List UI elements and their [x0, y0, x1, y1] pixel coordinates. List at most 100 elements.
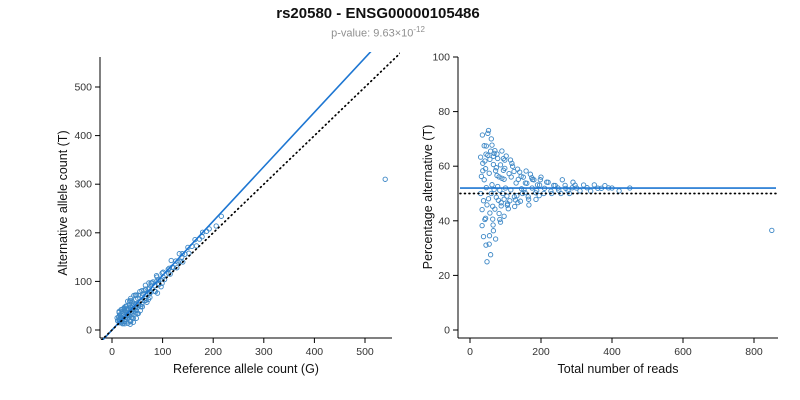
scatter-point [591, 182, 597, 188]
scatter-point [505, 206, 511, 212]
scatter-point [538, 174, 544, 180]
x-tick-label: 300 [255, 346, 273, 358]
scatter-point [480, 168, 486, 174]
scatter-point [508, 174, 514, 180]
scatter-point [533, 196, 539, 203]
scatter-point [501, 176, 507, 182]
scatter-point [507, 157, 514, 163]
scatter-point [481, 177, 487, 183]
scatter-point [485, 130, 491, 137]
y-tick-label: 100 [432, 52, 450, 64]
x-tick-label: 400 [306, 346, 324, 358]
scatter-point [769, 227, 775, 234]
scatter-point [496, 210, 502, 217]
y-tick-label: 500 [74, 82, 92, 94]
scatter-point [526, 202, 532, 208]
scatter-point [500, 155, 507, 162]
y-tick-label: 60 [438, 161, 450, 173]
scatter-point [484, 202, 490, 208]
scatter-point [497, 219, 504, 225]
scatter-point [491, 150, 497, 157]
right-xaxis-label: Total number of reads [557, 362, 679, 376]
scatter-point [498, 203, 504, 209]
scatter-point [536, 192, 542, 199]
scatter-point [493, 165, 499, 171]
scatter-point [128, 319, 134, 325]
scatter-point [127, 321, 133, 327]
scatter-point [520, 174, 526, 180]
scatter-point [487, 156, 493, 163]
scatter-point [509, 160, 515, 167]
scatter-point [489, 142, 495, 148]
scatter-point [499, 148, 505, 154]
scatter-point [503, 153, 509, 159]
scatter-point [133, 315, 139, 321]
identity-line [100, 52, 400, 340]
x-tick-label: 100 [154, 346, 172, 358]
figure-subtitle: p-value: 9.63×10-12 [0, 25, 756, 40]
scatter-point [482, 215, 489, 221]
y-tick-label: 80 [438, 106, 450, 118]
scatter-point [484, 259, 490, 265]
scatter-point [174, 265, 180, 271]
scatter-point [487, 210, 493, 216]
scatter-point [482, 158, 488, 164]
x-tick-label: 400 [603, 346, 621, 358]
x-tick-label: 0 [109, 346, 115, 358]
scatter-point [176, 251, 182, 257]
scatter-point [512, 203, 518, 210]
y-tick-label: 20 [438, 270, 450, 282]
scatter-point [492, 206, 498, 212]
scatter-point [133, 307, 139, 313]
scatter-point [616, 188, 622, 194]
scatter-point [544, 179, 550, 185]
y-tick-label: 100 [74, 276, 92, 288]
x-tick-label: 200 [204, 346, 222, 358]
subtitle-prefix: p-value: [331, 27, 374, 40]
x-tick-label: 800 [745, 346, 763, 358]
scatter-point [559, 177, 565, 183]
scatter-point [490, 153, 497, 159]
y-tick-label: 200 [74, 227, 92, 239]
scatter-point [479, 222, 485, 229]
scatter-point [490, 228, 497, 234]
left-xaxis-label: Reference allele count (G) [173, 362, 319, 376]
scatter-point [483, 242, 489, 248]
scatter-point [478, 173, 485, 180]
subtitle-exponent: -12 [413, 25, 425, 34]
scatter-point [502, 165, 508, 172]
left-yaxis-label: Alternative allele count (T) [56, 130, 70, 276]
x-tick-label: 600 [674, 346, 692, 358]
scatter-point [488, 190, 494, 197]
scatter-point [117, 314, 123, 321]
y-tick-label: 0 [86, 325, 92, 337]
scatter-point [382, 176, 388, 182]
scatter-point [511, 168, 517, 175]
x-tick-label: 200 [532, 346, 550, 358]
scatter-point [165, 266, 171, 272]
y-tick-label: 400 [74, 130, 92, 142]
scatter-point [155, 276, 162, 283]
scatter-point [580, 182, 587, 188]
scatter-point [492, 168, 499, 174]
scatter-point [213, 223, 219, 229]
scatter-point [498, 200, 504, 206]
scatter-point [128, 297, 134, 304]
scatter-point [486, 233, 493, 239]
scatter-point [537, 177, 543, 183]
scatter-point [479, 206, 485, 213]
scatter-point [132, 292, 138, 298]
scatter-point [486, 241, 492, 247]
scatter-point [483, 151, 489, 157]
y-tick-label: 300 [74, 179, 92, 191]
scatter-point [525, 196, 532, 202]
scatter-point [494, 172, 500, 179]
scatter-point [193, 243, 200, 249]
scatter-point [487, 252, 494, 258]
scatter-point [485, 196, 492, 202]
scatter-point [141, 287, 147, 294]
y-tick-label: 0 [444, 325, 450, 337]
scatter-point [146, 291, 153, 297]
scatter-point [514, 192, 520, 199]
scatter-point [127, 298, 133, 304]
